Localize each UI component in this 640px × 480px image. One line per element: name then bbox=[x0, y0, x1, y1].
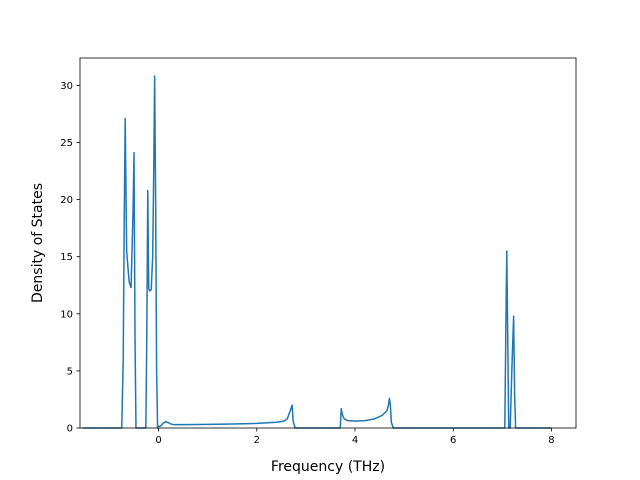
y-axis-label: Density of States bbox=[30, 183, 46, 303]
y-tick-label: 0 bbox=[67, 424, 73, 435]
plot-area bbox=[80, 58, 576, 428]
y-tick-label: 30 bbox=[60, 81, 73, 92]
y-tick-label: 25 bbox=[60, 138, 73, 149]
x-tick-label: 0 bbox=[155, 435, 161, 446]
y-tick-label: 10 bbox=[60, 309, 73, 320]
plot-frame bbox=[79, 57, 577, 429]
x-tick-label: 2 bbox=[254, 435, 260, 446]
x-tick-label: 4 bbox=[352, 435, 358, 446]
y-tick-label: 15 bbox=[60, 252, 73, 263]
y-axis-ticks: 0 5 10 15 20 25 30 bbox=[60, 81, 80, 435]
x-tick-label: 6 bbox=[450, 435, 456, 446]
y-tick-label: 5 bbox=[67, 366, 73, 377]
x-tick-label: 8 bbox=[548, 435, 554, 446]
y-tick-label: 20 bbox=[60, 195, 73, 206]
x-axis-label: Frequency (THz) bbox=[271, 459, 385, 475]
